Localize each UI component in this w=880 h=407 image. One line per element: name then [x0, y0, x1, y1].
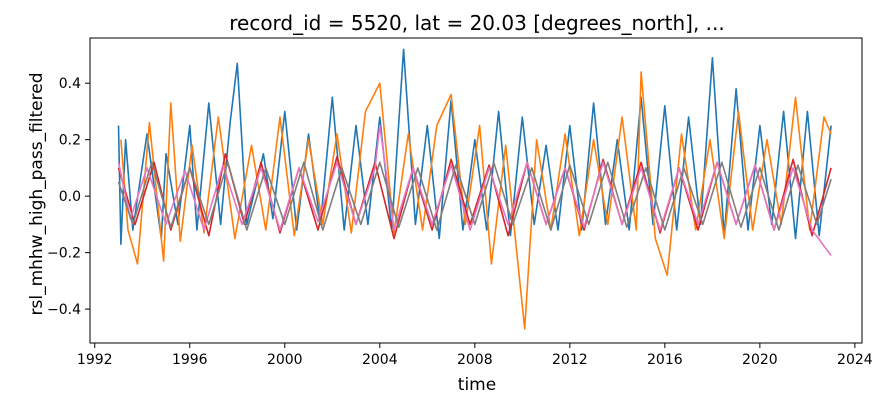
y-tick-label: −0.4 — [47, 302, 81, 318]
y-tick-label: 0.0 — [59, 189, 81, 205]
x-tick-label: 2012 — [552, 352, 588, 368]
y-tick-label: 0.2 — [59, 133, 81, 149]
y-axis-label: rsl_mhhw_high_pass_filtered — [27, 73, 47, 316]
x-axis-label: time — [458, 375, 496, 395]
y-axis: −0.4 −0.2 0.0 0.2 0.4 — [47, 76, 90, 318]
x-tick-label: 2024 — [837, 352, 873, 368]
x-tick-label: 2008 — [457, 352, 493, 368]
series-line-2 — [120, 71, 832, 330]
x-tick-label: 2000 — [267, 352, 303, 368]
series-line-1 — [117, 48, 832, 245]
y-tick-label: −0.2 — [47, 246, 81, 262]
x-tick-label: 1996 — [172, 352, 208, 368]
plot-frame — [89, 37, 863, 344]
chart-title: record_id = 5520, lat = 20.03 [degrees_n… — [229, 11, 725, 35]
series-line-4 — [117, 124, 832, 256]
x-axis: 1992 1996 2000 2004 2008 2012 2016 2020 2024 — [77, 343, 873, 368]
x-tick-label: 2004 — [362, 352, 398, 368]
x-tick-label: 2016 — [647, 352, 683, 368]
y-tick-label: 0.4 — [59, 76, 81, 92]
x-tick-label: 1992 — [77, 352, 113, 368]
x-tick-label: 2020 — [742, 352, 778, 368]
series-layer — [117, 48, 832, 330]
series-line-5 — [117, 161, 832, 231]
